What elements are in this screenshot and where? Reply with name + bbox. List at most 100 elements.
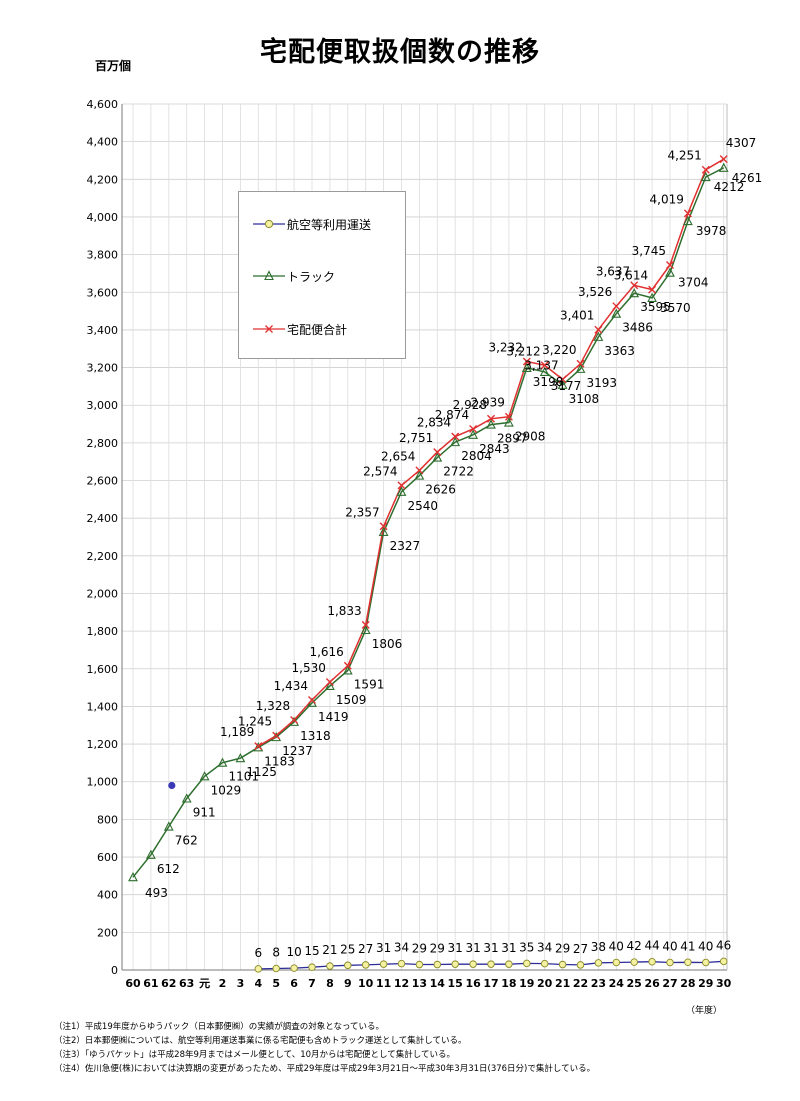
air-point (558, 960, 567, 969)
series-line-truck (132, 167, 725, 878)
truck-point (468, 429, 479, 439)
air-point (272, 964, 280, 973)
truck-point (503, 417, 514, 427)
y-tick-label: 2,800 (87, 437, 119, 450)
truck-point (396, 486, 407, 496)
x-tick-label: 15 (448, 977, 463, 990)
truck-point (557, 379, 568, 389)
truck-data-label: 1125 (246, 765, 277, 779)
truck-data-label: 493 (145, 886, 168, 900)
x-tick-label: 61 (143, 977, 158, 990)
grid (122, 103, 727, 971)
truck-data-label: 1806 (372, 637, 403, 651)
y-tick-label: 1,000 (87, 776, 119, 789)
air-point (379, 960, 388, 968)
x-tick-label: 18 (501, 977, 516, 990)
truck-data-label: 1419 (318, 710, 349, 724)
y-tick-label: 3,200 (87, 362, 119, 375)
legend-air-marker-icon (253, 219, 285, 229)
x-tick-label: 8 (326, 977, 334, 990)
x-tick-label: 9 (344, 977, 352, 990)
total-data-label: 3,137 (524, 358, 558, 372)
legend-truck-marker-icon (253, 270, 285, 281)
air-point (630, 958, 638, 966)
air-point (487, 960, 495, 968)
x-tick-label: 11 (376, 977, 391, 990)
total-data-label: 2,654 (381, 449, 415, 463)
total-point (254, 742, 263, 751)
total-data-label: 2,928 (453, 398, 487, 412)
total-data-label: 1,530 (292, 661, 326, 675)
truck-point (718, 162, 729, 172)
truck-data-label: 3198 (533, 375, 564, 389)
total-point (272, 731, 281, 740)
total-data-label: 3,745 (632, 244, 666, 258)
x-tick-label: 26 (644, 977, 660, 990)
air-point (326, 962, 334, 970)
x-tick-label: 60 (125, 977, 141, 990)
air-data-label: 29 (555, 942, 570, 956)
truck-data-label: 3177 (551, 379, 582, 393)
x-tick-label: 29 (698, 977, 713, 990)
truck-data-label: 1183 (264, 754, 295, 768)
air-data-label: 46 (716, 938, 731, 952)
total-data-label: 3,401 (560, 309, 594, 323)
truck-point (700, 171, 711, 182)
total-data-label: 1,833 (327, 604, 361, 618)
truck-point (253, 742, 264, 752)
footnotes: （注1）平成19年度からゆうパック（日本郵便㈱）の実績が調査の対象となっている。… (54, 1020, 754, 1076)
total-data-label: 2,939 (471, 396, 505, 410)
truck-data-label: 3570 (660, 301, 691, 315)
x-tick-label: 30 (716, 977, 732, 990)
y-tick-label: 3,600 (87, 286, 119, 299)
air-point (361, 961, 370, 969)
y-tick-label: 2,400 (87, 512, 119, 525)
axes (121, 104, 728, 971)
truck-point (360, 624, 371, 635)
total-data-label: 3,614 (614, 269, 648, 283)
footnote-2: （注2）日本郵便㈱については、航空等利用運送事業に係る宅配便も含めトラック運送と… (54, 1036, 467, 1046)
footnote-4: （注4）佐川急便(株)においては決算期の変更があったため、平成29年度は平成29… (54, 1064, 596, 1074)
truck-data-label: 3595 (640, 300, 671, 314)
y-tick-label: 0 (111, 964, 118, 977)
truck-data-label: 612 (157, 862, 180, 876)
total-data-label: 1,616 (309, 645, 343, 659)
x-tick-label: 21 (555, 977, 570, 990)
total-data-label: 3,526 (578, 285, 612, 299)
total-point (701, 165, 710, 174)
y-tick-label: 2,600 (87, 475, 119, 488)
total-data-label: 2,874 (435, 408, 469, 422)
truck-point (629, 288, 640, 298)
truck-point (486, 419, 496, 429)
x-tick-label: 19 (519, 977, 534, 990)
x-tick-label: 13 (412, 977, 427, 990)
x-tick-label: 2 (219, 977, 227, 990)
truck-point (450, 436, 461, 447)
x-tick-label: 5 (272, 977, 280, 990)
truck-data-label: 2540 (408, 499, 439, 513)
x-tick-label: 62 (161, 977, 176, 990)
total-point (719, 155, 728, 164)
truck-point (682, 215, 693, 226)
air-data-label: 31 (448, 941, 463, 955)
total-point (576, 359, 585, 368)
total-point (630, 281, 639, 290)
total-data-label: 3,220 (542, 343, 576, 357)
x-tick-label: 23 (591, 977, 606, 990)
y-tick-label: 4,200 (87, 173, 119, 186)
air-data-label: 38 (591, 940, 606, 954)
air-point (576, 961, 585, 969)
air-point (594, 959, 603, 967)
truck-point (665, 267, 675, 277)
truck-data-label: 2327 (390, 539, 421, 553)
truck-data-label: 2804 (461, 449, 492, 463)
y-tick-label: 4,000 (87, 211, 119, 224)
air-data-label: 27 (358, 942, 373, 956)
air-data-label: 29 (430, 942, 445, 956)
total-point (379, 522, 388, 531)
truck-point (128, 872, 138, 882)
x-tick-label: 16 (465, 977, 481, 990)
truck-data-label: 4261 (732, 171, 763, 185)
truck-point (342, 665, 353, 675)
series-layer (128, 155, 729, 973)
